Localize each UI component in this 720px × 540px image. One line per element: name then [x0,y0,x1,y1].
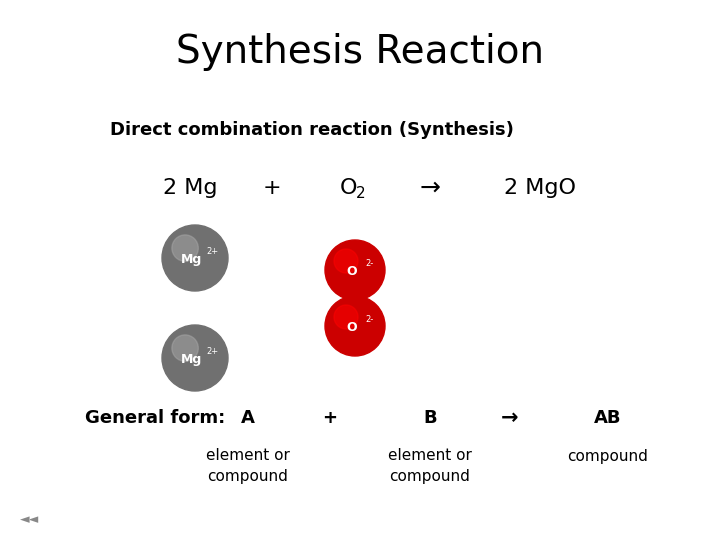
Circle shape [162,325,228,391]
Text: B: B [423,409,437,427]
Text: Mg: Mg [181,253,202,266]
Circle shape [334,249,358,273]
Text: Direct combination reaction (Synthesis): Direct combination reaction (Synthesis) [110,121,514,139]
Text: 2+: 2+ [207,247,219,256]
Circle shape [172,335,198,361]
Text: O: O [347,321,357,334]
Text: Mg: Mg [181,353,202,366]
Text: element or: element or [388,449,472,463]
Text: 2-: 2- [366,260,374,268]
Text: A: A [241,409,255,427]
Text: compound: compound [567,449,649,463]
Circle shape [172,235,198,261]
Text: compound: compound [207,469,289,483]
Text: 2: 2 [356,186,366,201]
Text: 2 Mg: 2 Mg [163,178,217,198]
Circle shape [325,240,385,300]
Text: ◄◄: ◄◄ [20,514,40,526]
Text: →: → [501,408,518,428]
Text: O: O [340,178,358,198]
Text: +: + [323,409,338,427]
Text: 2-: 2- [366,315,374,325]
Circle shape [334,305,358,329]
Text: O: O [347,265,357,278]
Text: 2 MgO: 2 MgO [504,178,576,198]
Text: 2+: 2+ [207,347,219,356]
Circle shape [325,296,385,356]
Text: →: → [420,176,441,200]
Text: General form:: General form: [85,409,225,427]
Text: +: + [263,178,282,198]
Text: AB: AB [594,409,622,427]
Text: Synthesis Reaction: Synthesis Reaction [176,33,544,71]
Text: compound: compound [390,469,470,483]
Circle shape [162,225,228,291]
Text: element or: element or [206,449,290,463]
